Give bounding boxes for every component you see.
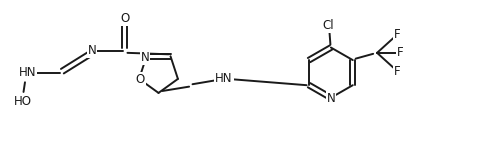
Text: F: F	[394, 28, 401, 41]
Text: Cl: Cl	[323, 19, 334, 32]
Text: HN: HN	[19, 66, 36, 79]
Text: HO: HO	[14, 95, 32, 108]
Text: N: N	[327, 92, 335, 105]
Text: N: N	[141, 51, 150, 64]
Text: F: F	[394, 65, 401, 78]
Text: F: F	[397, 46, 404, 59]
Text: O: O	[120, 12, 129, 25]
Text: O: O	[135, 73, 145, 86]
Text: HN: HN	[215, 72, 233, 85]
Text: N: N	[88, 44, 96, 57]
